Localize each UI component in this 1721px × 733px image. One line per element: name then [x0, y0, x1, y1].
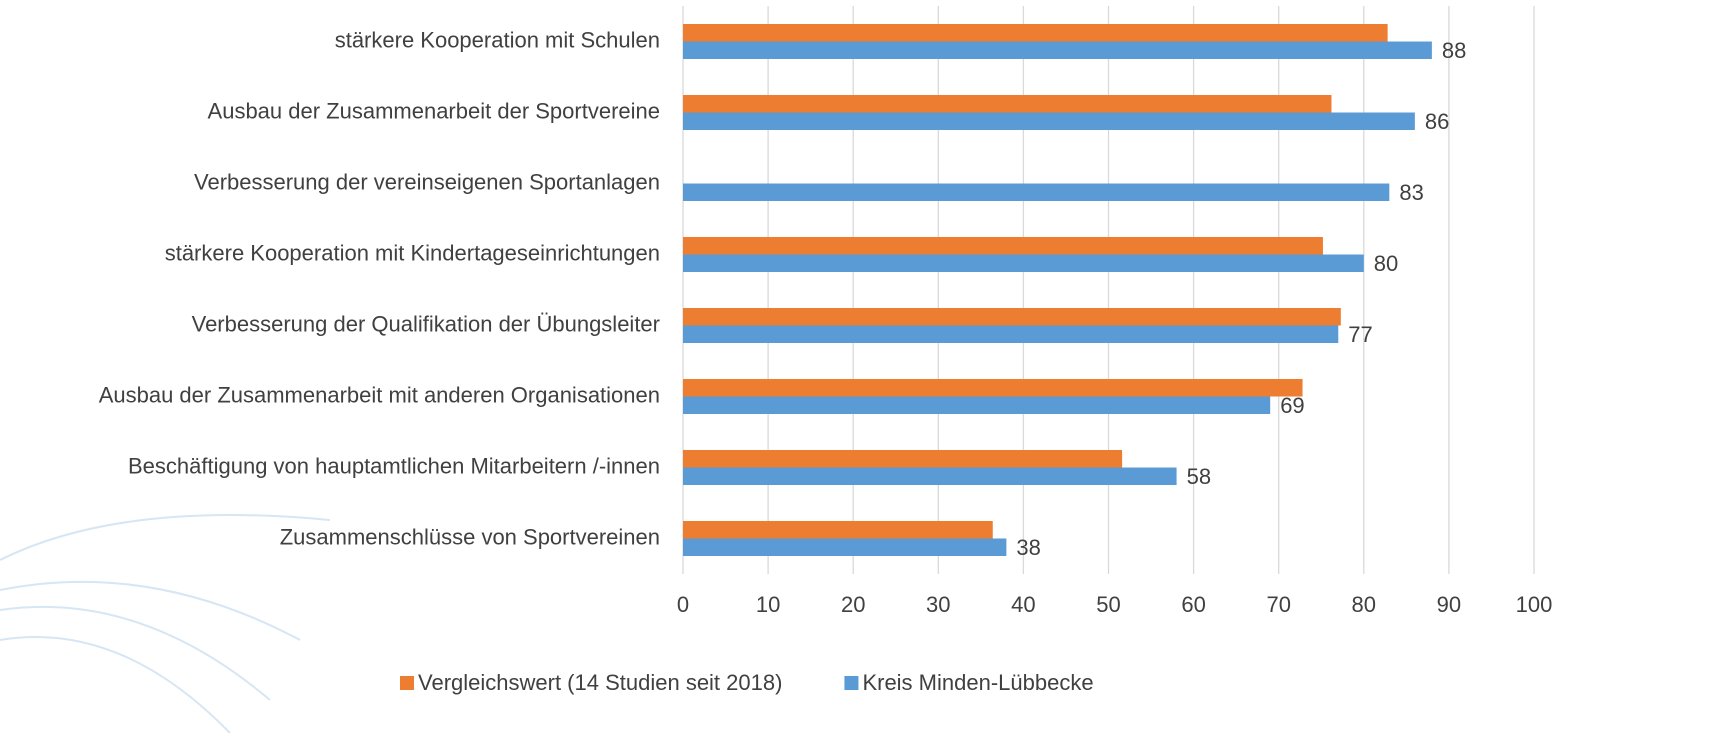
x-tick-label: 20: [841, 592, 865, 617]
bar: [683, 24, 1388, 42]
x-tick-label: 90: [1437, 592, 1461, 617]
x-tick-label: 0: [677, 592, 689, 617]
x-tick-label: 50: [1096, 592, 1120, 617]
data-label: 86: [1425, 109, 1449, 134]
x-tick-label: 100: [1516, 592, 1553, 617]
bar: [683, 521, 993, 539]
data-label: 38: [1016, 535, 1040, 560]
legend-label: Vergleichswert (14 Studien seit 2018): [418, 670, 782, 695]
data-label: 80: [1374, 251, 1398, 276]
bar: [683, 237, 1323, 255]
x-tick-label: 30: [926, 592, 950, 617]
legend-swatch: [844, 676, 858, 690]
y-tick-label: stärkere Kooperation mit Kindertageseinr…: [165, 240, 660, 265]
legend-swatch: [400, 676, 414, 690]
data-label: 88: [1442, 38, 1466, 63]
y-tick-label: Ausbau der Zusammenarbeit mit anderen Or…: [99, 382, 660, 407]
bar: [683, 468, 1177, 486]
bar: [683, 113, 1415, 131]
y-tick-label: Beschäftigung von hauptamtlichen Mitarbe…: [128, 453, 660, 478]
bar: [683, 308, 1341, 326]
data-label: 83: [1399, 180, 1423, 205]
data-label: 69: [1280, 393, 1304, 418]
legend-label: Kreis Minden-Lübbecke: [862, 670, 1093, 695]
data-label: 58: [1187, 464, 1211, 489]
data-label: 77: [1348, 322, 1372, 347]
x-tick-label: 10: [756, 592, 780, 617]
x-tick-label: 40: [1011, 592, 1035, 617]
y-tick-label: Verbesserung der vereinseigenen Sportanl…: [194, 169, 660, 194]
bar: [683, 255, 1364, 273]
x-tick-label: 80: [1352, 592, 1376, 617]
bar: [683, 326, 1338, 344]
bar: [683, 539, 1006, 557]
y-tick-label: Verbesserung der Qualifikation der Übung…: [192, 311, 660, 336]
x-tick-label: 60: [1181, 592, 1205, 617]
bar: [683, 397, 1270, 415]
bar: [683, 42, 1432, 60]
bar: [683, 379, 1303, 397]
bar: [683, 184, 1389, 202]
y-tick-label: stärkere Kooperation mit Schulen: [335, 27, 660, 52]
y-tick-label: Ausbau der Zusammenarbeit der Sportverei…: [208, 98, 660, 123]
y-tick-label: Zusammenschlüsse von Sportvereinen: [280, 524, 660, 549]
chart: 0 10 20 30 40 50 60 70 80 90 100 stärkere Kooperati…: [0, 0, 1721, 733]
x-tick-label: 70: [1266, 592, 1290, 617]
bar: [683, 450, 1122, 468]
bar: [683, 95, 1331, 113]
